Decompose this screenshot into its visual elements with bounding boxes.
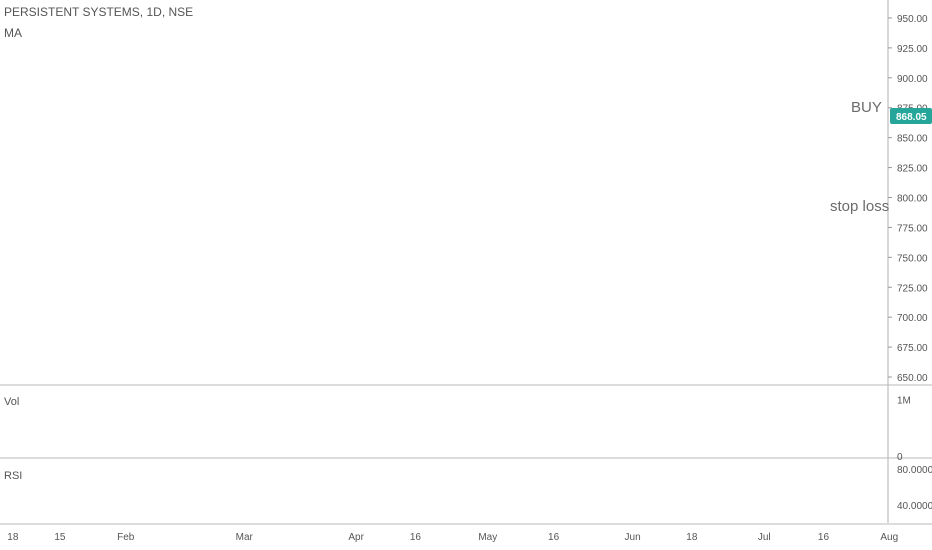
time-tick-label: Aug — [880, 532, 898, 543]
time-tick-label: Jun — [625, 532, 641, 543]
time-tick-label: Jul — [758, 532, 771, 543]
time-tick-label: Apr — [348, 532, 364, 543]
price-tick-label: 950.00 — [897, 14, 928, 25]
price-tick-label: 850.00 — [897, 134, 928, 145]
time-tick-label: Feb — [117, 532, 135, 543]
time-tick-label: 18 — [686, 532, 698, 543]
time-tick-label: 16 — [818, 532, 830, 543]
time-tick-label: 16 — [548, 532, 560, 543]
price-tick-label: 725.00 — [897, 283, 928, 294]
volume-label: Vol — [4, 396, 20, 408]
last-price-label: 868.05 — [896, 112, 927, 123]
volume-tick-label: 0 — [897, 452, 903, 463]
time-tick-label: 15 — [54, 532, 66, 543]
price-tick-label: 675.00 — [897, 343, 928, 354]
rsi-tick-label: 80.0000 — [897, 465, 932, 476]
ma-indicator-label: MA — [4, 26, 22, 40]
price-tick-label: 900.00 — [897, 74, 928, 85]
rsi-tick-label: 40.0000 — [897, 501, 932, 512]
price-tick-label: 925.00 — [897, 44, 928, 55]
last-price-tag — [890, 108, 932, 125]
time-tick-label: May — [478, 532, 497, 543]
price-tick-label: 700.00 — [897, 313, 928, 324]
volume-tick-label: 1M — [897, 395, 911, 406]
chart-title: PERSISTENT SYSTEMS, 1D, NSE — [4, 5, 194, 19]
time-tick-label: Mar — [236, 532, 254, 543]
rsi-label: RSI — [4, 470, 23, 482]
price-tick-label: 800.00 — [897, 193, 928, 204]
time-tick-label: 18 — [7, 532, 19, 543]
price-tick-label: 650.00 — [897, 373, 928, 384]
stop-loss-annotation: stop loss — [830, 198, 890, 215]
buy-annotation: BUY — [851, 99, 882, 116]
price-tick-label: 775.00 — [897, 223, 928, 234]
price-tick-label: 825.00 — [897, 164, 928, 175]
time-tick-label: 16 — [410, 532, 422, 543]
price-tick-label: 750.00 — [897, 253, 928, 264]
